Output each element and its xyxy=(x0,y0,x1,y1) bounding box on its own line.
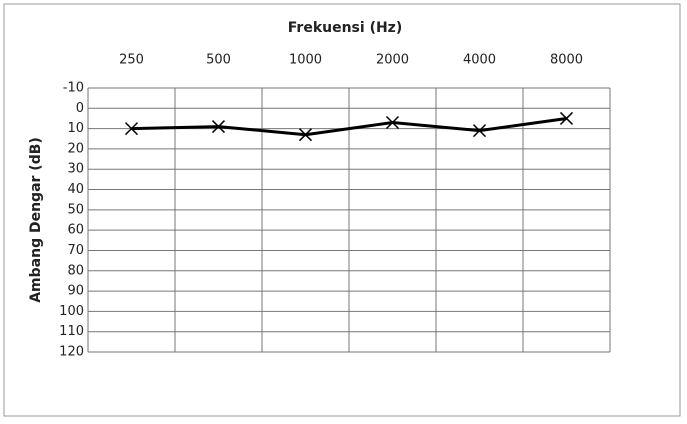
y-tick-label: 20 xyxy=(67,141,84,156)
y-axis-label: Ambang Dengar (dB) xyxy=(28,137,44,303)
y-tick-label: 60 xyxy=(67,223,84,238)
y-tick-label: 80 xyxy=(67,263,84,278)
x-tick-label: 2000 xyxy=(376,53,409,68)
data-line xyxy=(131,116,567,137)
y-tick-label: 110 xyxy=(59,324,84,339)
y-tick-label: 30 xyxy=(67,162,84,177)
y-tick-label: 50 xyxy=(67,202,84,217)
y-tick-label: 40 xyxy=(67,182,84,197)
y-tick-label: 70 xyxy=(67,243,84,258)
marker-x xyxy=(124,122,139,136)
y-tick-label: 0 xyxy=(76,101,84,116)
y-tick-label: 100 xyxy=(59,304,84,319)
y-tick-label: 90 xyxy=(67,284,84,299)
x-tick-label: 8000 xyxy=(550,53,583,68)
marker-x xyxy=(385,115,400,130)
marker-x xyxy=(559,111,574,125)
x-tick-label: 250 xyxy=(119,53,144,68)
marker-x xyxy=(472,124,487,138)
marker-x xyxy=(298,128,313,142)
x-axis-label: Frekuensi (Hz) xyxy=(288,20,402,36)
x-tick-label: 500 xyxy=(206,53,231,68)
x-tick-label: 1000 xyxy=(289,53,322,68)
y-tick-label: 120 xyxy=(59,345,84,360)
x-tick-label: 4000 xyxy=(463,53,496,68)
marker-x xyxy=(211,120,226,134)
y-tick-label: -10 xyxy=(63,81,84,96)
y-tick-label: 10 xyxy=(67,121,84,136)
